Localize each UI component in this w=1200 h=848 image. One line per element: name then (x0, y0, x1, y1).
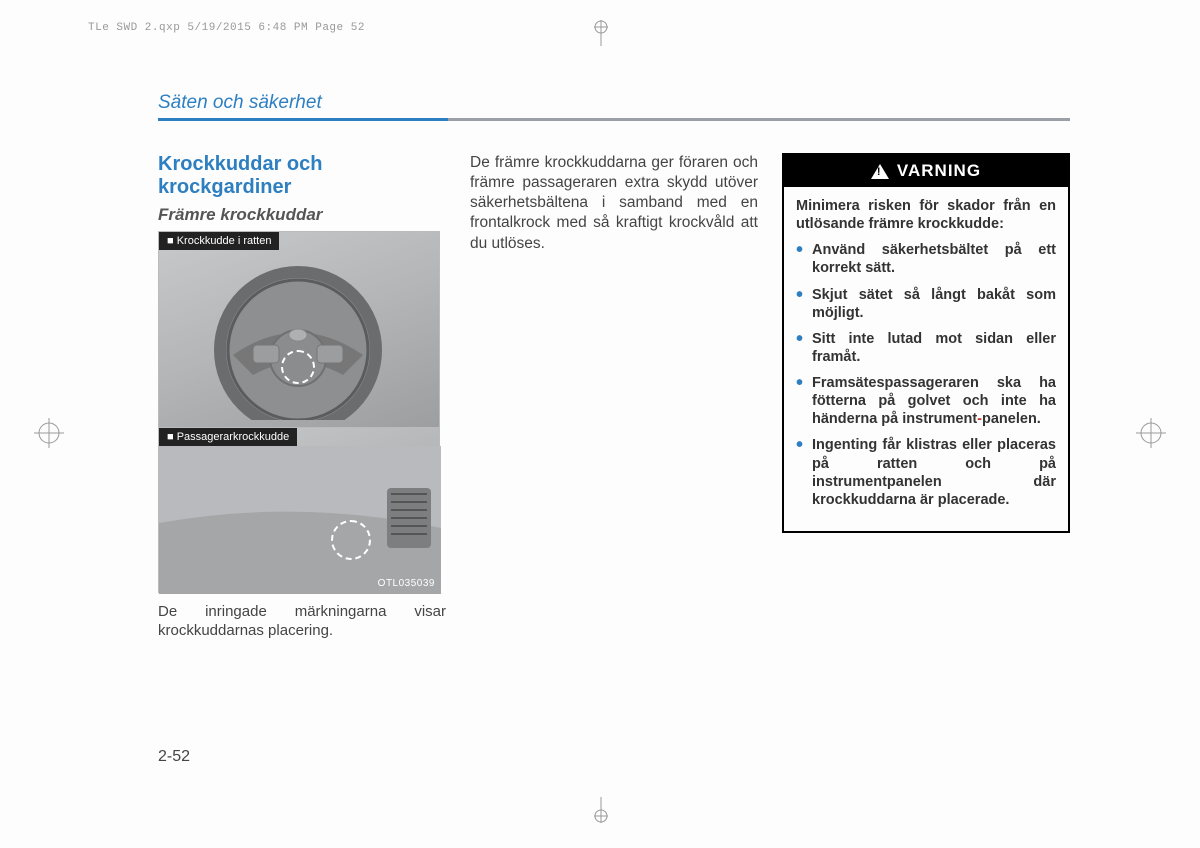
crop-mark-top-icon (594, 20, 608, 51)
figure-label-1: ■ Krockkudde i ratten (159, 232, 279, 250)
warning-item: Framsätespassageraren ska ha fötterna på… (796, 374, 1056, 428)
h3-subheading: Främre krockkuddar (158, 205, 446, 225)
column-3: VARNING Minimera risken för skador från … (782, 153, 1070, 641)
warning-item: Använd säkerhetsbältet på ett korrekt sä… (796, 241, 1056, 277)
crop-mark-bottom-icon (594, 797, 608, 828)
warning-box: VARNING Minimera risken för skador från … (782, 153, 1070, 533)
warning-item-suffix: panelen. (982, 411, 1041, 427)
warning-list: Använd säkerhetsbältet på ett korrekt sä… (796, 241, 1056, 509)
figure-code: OTL035039 (378, 578, 435, 589)
warning-item: Skjut sätet så långt bakåt som möjligt. (796, 286, 1056, 322)
airbag-marker-1-icon (281, 350, 315, 384)
manual-page: TLe SWD 2.qxp 5/19/2015 6:48 PM Page 52 … (0, 0, 1200, 848)
header-rule-accent (158, 118, 448, 121)
warning-lead: Minimera risken för skador från en utlös… (796, 197, 1056, 233)
column-layout: Krockkuddar och krockgardiner Främre kro… (158, 153, 1070, 641)
warning-item: Sitt inte lutad mot sidan eller framåt. (796, 330, 1056, 366)
steering-wheel-icon (193, 260, 403, 420)
column-1: Krockkuddar och krockgardiner Främre kro… (158, 153, 446, 641)
figure-dashboard: ■ Passagerarkrockkudde OTL035039 (158, 427, 440, 593)
figure-caption: De inringade märkningarna visar krockkud… (158, 603, 446, 641)
dashboard-icon (159, 428, 441, 594)
print-job-header: TLe SWD 2.qxp 5/19/2015 6:48 PM Page 52 (88, 22, 365, 34)
registration-mark-left-icon (34, 418, 64, 453)
warning-triangle-icon (871, 164, 889, 179)
header-rule-rest (448, 118, 1070, 121)
warning-header: VARNING (784, 155, 1068, 187)
warning-title: VARNING (897, 161, 981, 181)
figure-steering-wheel: ■ Krockkudde i ratten (158, 231, 440, 427)
airbag-marker-2-icon (331, 520, 371, 560)
warning-body: Minimera risken för skador från en utlös… (784, 187, 1068, 531)
warning-item: Ingenting får klistras eller placeras på… (796, 436, 1056, 509)
column-2: De främre krockkuddarna ger föraren och … (470, 153, 758, 641)
page-content: Säten och säkerhet Krockkuddar och krock… (158, 92, 1070, 778)
header-rule (158, 118, 1070, 121)
body-paragraph: De främre krockkuddarna ger föraren och … (470, 153, 758, 254)
section-title: Säten och säkerhet (158, 92, 1070, 114)
h2-heading: Krockkuddar och krockgardiner (158, 153, 446, 199)
registration-mark-right-icon (1136, 418, 1166, 453)
page-number: 2-52 (158, 748, 190, 766)
